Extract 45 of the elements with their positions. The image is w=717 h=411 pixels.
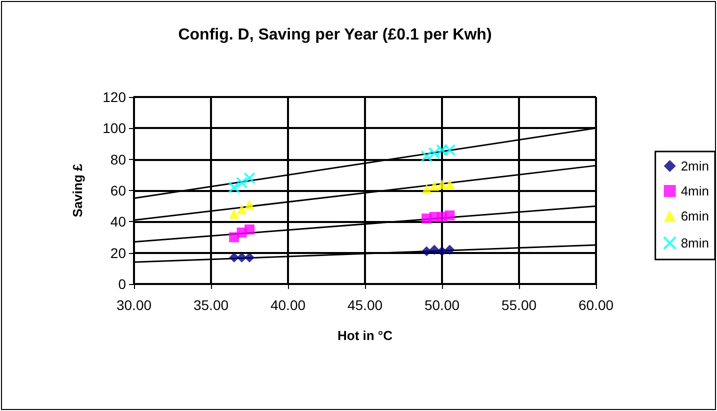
point xyxy=(236,176,248,189)
point xyxy=(244,252,254,263)
x-tick-label: 45.00 xyxy=(347,297,383,313)
y-tick-label: 120 xyxy=(102,89,126,105)
legend-label: 8min xyxy=(680,236,710,250)
point xyxy=(236,204,247,214)
x-tick-label: 55.00 xyxy=(501,297,537,313)
y-axis-title: Saving £ xyxy=(70,163,85,218)
point xyxy=(436,144,448,156)
x-tick-label: 30.00 xyxy=(116,297,152,313)
legend-label: 4min xyxy=(680,184,710,198)
x-tick-label: 50.00 xyxy=(424,297,460,313)
point xyxy=(229,232,240,242)
y-tick-label: 100 xyxy=(102,120,126,136)
y-tick-label: 20 xyxy=(110,244,126,261)
chart-title: Config. D, Saving per Year (£0.1 per Kwh) xyxy=(178,26,492,44)
point xyxy=(437,179,447,190)
point xyxy=(229,252,240,263)
point xyxy=(444,144,456,156)
point xyxy=(422,184,432,194)
point xyxy=(229,208,240,219)
point xyxy=(429,180,440,191)
point xyxy=(236,252,247,263)
point xyxy=(422,246,432,256)
point xyxy=(228,181,240,194)
point xyxy=(428,147,440,160)
x-tick-label: 60.00 xyxy=(578,297,614,313)
legend-label: 2min xyxy=(680,158,710,174)
y-tick-label: 0 xyxy=(118,276,126,292)
point xyxy=(244,172,256,184)
x-tick-label: 35.00 xyxy=(193,297,229,313)
point xyxy=(244,224,254,234)
x-tick-label: 40.00 xyxy=(270,297,306,313)
point xyxy=(429,244,440,255)
point xyxy=(444,179,455,190)
x-axis-title: Hot in °C xyxy=(337,328,394,343)
y-tick-label: 60 xyxy=(110,182,126,198)
point xyxy=(437,246,447,256)
point xyxy=(420,150,433,162)
point xyxy=(444,210,455,220)
legend-label: 6min xyxy=(680,208,710,224)
point xyxy=(244,200,254,210)
y-tick-label: 80 xyxy=(110,151,126,168)
y-tick-label: 40 xyxy=(110,214,126,230)
point xyxy=(444,244,455,255)
